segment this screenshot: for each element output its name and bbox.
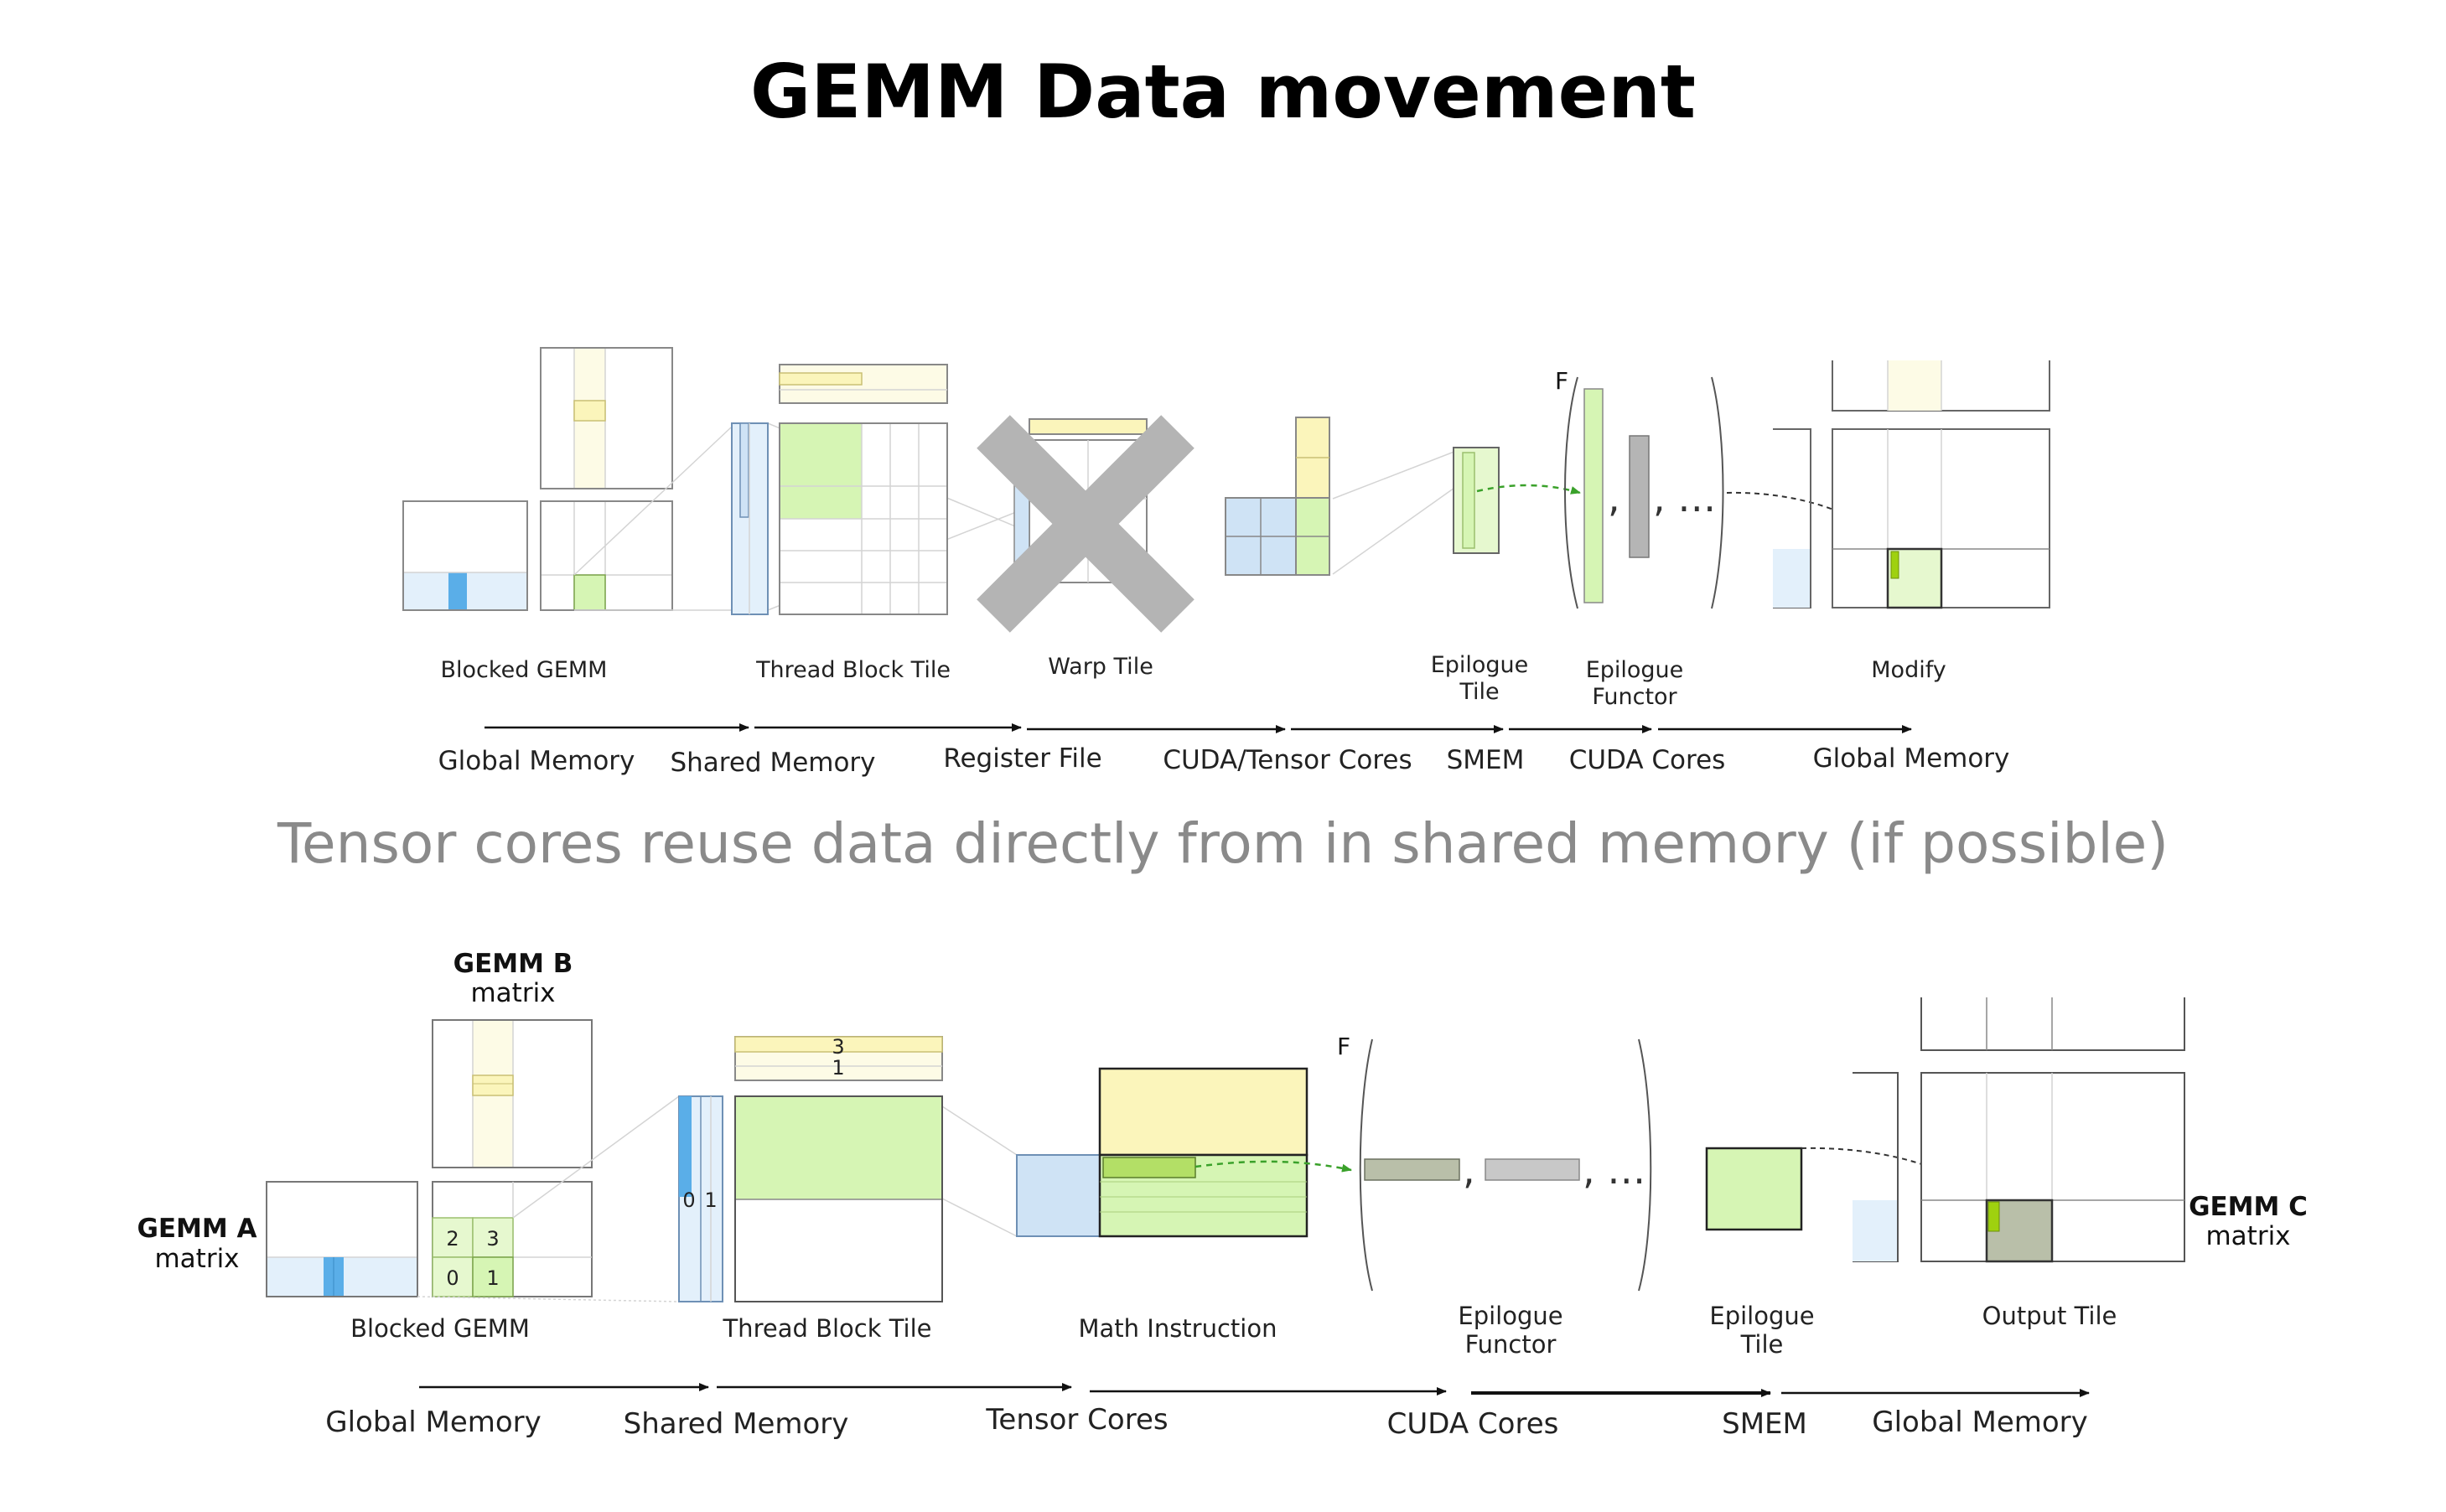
top-modify-output (1773, 360, 2050, 609)
cross-out-icon (977, 415, 1194, 633)
top-mma-tiles (1225, 417, 1330, 576)
gemm-b-label-2: matrix (470, 978, 555, 1008)
functor-ellipsis-bottom: , … (1583, 1147, 1645, 1193)
functor-symbol-bottom: F (1337, 1033, 1350, 1060)
a-strip-num-1: 1 (704, 1188, 717, 1212)
label-thread-block-tile-top: Thread Block Tile (755, 657, 951, 683)
functor-comma-top: , (1608, 475, 1620, 520)
functor-comma-bottom: , (1463, 1147, 1475, 1193)
bottom-epilogue-functor: F , , … (1337, 1033, 1652, 1292)
stage-global-memory-top-out: Global Memory (1813, 743, 2010, 774)
stage-register-file-top: Register File (943, 743, 1101, 774)
tile-num-2: 2 (446, 1227, 459, 1251)
label-epilogue-tile-bottom-1: Epilogue (1709, 1302, 1814, 1330)
label-epilogue-functor-top-2: Functor (1592, 684, 1677, 710)
bottom-output-tile (1853, 997, 2185, 1263)
stage-cuda-cores-top: CUDA Cores (1569, 745, 1726, 775)
stage-cuda-tensor-cores-top: CUDA/Tensor Cores (1163, 745, 1412, 775)
bottom-pipeline: GEMM B matrix GEMM A matrix GEMM C matri… (137, 949, 2307, 1441)
gemm-b-label-1: GEMM B (453, 949, 573, 979)
label-warp-tile-top: Warp Tile (1048, 654, 1153, 680)
bottom-epilogue-tile (1705, 1147, 1989, 1231)
stage-global-memory-bottom: Global Memory (325, 1406, 542, 1439)
tile-num-1: 1 (486, 1266, 499, 1290)
page-title: GEMM Data movement (750, 49, 1696, 135)
label-epilogue-functor-bottom-2: Functor (1465, 1330, 1557, 1359)
top-thread-block-tile (731, 364, 948, 615)
b-strip-num-1: 1 (832, 1056, 844, 1080)
label-epilogue-functor-bottom-1: Epilogue (1458, 1302, 1562, 1330)
gemm-c-label-1: GEMM C (2189, 1192, 2308, 1222)
top-pipeline: F , , … Blocked GEMM Thread Block (402, 347, 2050, 778)
stage-smem-bottom: SMEM (1722, 1407, 1807, 1441)
tile-num-3: 3 (486, 1227, 499, 1251)
label-modify-top: Modify (1871, 657, 1946, 683)
stage-smem-top: SMEM (1447, 745, 1525, 775)
gemm-a-label-1: GEMM A (137, 1214, 257, 1244)
stage-global-memory-bottom-out: Global Memory (1872, 1406, 2088, 1439)
functor-ellipsis-top: , … (1653, 475, 1716, 520)
bottom-memory-arrows (419, 1383, 2090, 1397)
gemm-a-label-2: matrix (154, 1244, 239, 1274)
stage-tensor-cores-bottom: Tensor Cores (985, 1403, 1168, 1437)
top-epilogue-functor: F , , … (1555, 367, 1897, 609)
bottom-math-instruction (1016, 1067, 1352, 1238)
label-epilogue-functor-top-1: Epilogue (1586, 657, 1684, 683)
stage-shared-memory-top: Shared Memory (670, 748, 875, 778)
functor-symbol-top: F (1555, 367, 1568, 395)
bottom-blocked-gemm: 2 3 0 1 (266, 1019, 593, 1297)
b-strip-num-3: 3 (832, 1035, 844, 1059)
label-output-tile: Output Tile (1982, 1302, 2117, 1330)
label-blocked-gemm-bottom: Blocked GEMM (350, 1314, 530, 1343)
label-epilogue-tile-bottom-2: Tile (1740, 1330, 1784, 1359)
a-strip-num-0: 0 (682, 1188, 695, 1212)
stage-global-memory-top: Global Memory (438, 746, 635, 776)
label-math-instruction: Math Instruction (1079, 1314, 1277, 1343)
tile-num-0: 0 (446, 1266, 459, 1290)
stage-shared-memory-bottom: Shared Memory (624, 1407, 849, 1441)
label-thread-block-tile-bottom: Thread Block Tile (722, 1314, 931, 1343)
bottom-guide-lines (417, 1095, 1018, 1302)
subtitle: Tensor cores reuse data directly from in… (277, 811, 2169, 876)
label-blocked-gemm-top: Blocked GEMM (441, 657, 608, 683)
top-blocked-gemm (402, 347, 673, 611)
top-epilogue-tile (1453, 447, 1581, 554)
bottom-thread-block-tile: 3 1 0 1 (678, 1035, 943, 1302)
top-memory-arrows (485, 723, 1912, 733)
stage-cuda-cores-bottom: CUDA Cores (1387, 1407, 1559, 1441)
label-epilogue-tile-top-1: Epilogue (1431, 652, 1529, 678)
label-epilogue-tile-top-2: Tile (1459, 679, 1499, 705)
gemm-c-label-2: matrix (2205, 1221, 2290, 1251)
